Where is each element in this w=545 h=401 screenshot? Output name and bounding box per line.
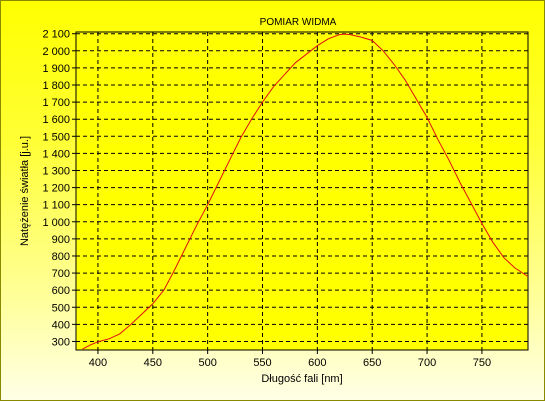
chart-title: POMIAR WIDMA (260, 17, 337, 28)
x-tick-label: 700 (418, 357, 436, 369)
x-tick-label: 650 (363, 357, 381, 369)
y-tick-label: 500 (52, 302, 70, 314)
x-axis-label: Długość fali [nm] (261, 373, 342, 385)
y-axis-label: Natężenie światła [j.u.] (19, 136, 31, 246)
x-tick-label: 550 (253, 357, 271, 369)
y-tick-label: 2 000 (42, 46, 70, 58)
y-tick-label: 1 000 (42, 217, 70, 229)
y-tick-label: 600 (52, 285, 70, 297)
y-tick-label: 1 600 (42, 114, 70, 126)
y-tick-label: 1 700 (42, 97, 70, 109)
y-tick-label: 1 400 (42, 148, 70, 160)
plot-area (75, 31, 529, 351)
x-tick-label: 750 (473, 357, 491, 369)
x-tick-label: 400 (89, 357, 107, 369)
y-tick-label: 1 200 (42, 183, 70, 195)
x-axis: 400 450 500 550 600 650 700 750 (89, 350, 491, 369)
spectrum-series-line (82, 33, 529, 350)
y-tick-label: 400 (52, 319, 70, 331)
y-tick-label: 1 500 (42, 131, 70, 143)
x-tick-label: 500 (198, 357, 216, 369)
y-axis: 300 400 500 600 700 800 900 1 000 1 100 1 200 1 30… (42, 29, 76, 348)
y-tick-label: 300 (52, 336, 70, 348)
x-tick-label: 600 (308, 357, 326, 369)
y-tick-label: 2 100 (42, 29, 70, 41)
y-tick-label: 1 100 (42, 200, 70, 212)
y-tick-label: 1 300 (42, 165, 70, 177)
y-tick-label: 700 (52, 268, 70, 280)
y-tick-label: 1 900 (42, 63, 70, 75)
y-tick-label: 1 800 (42, 80, 70, 92)
x-tick-label: 450 (144, 357, 162, 369)
gridlines (76, 32, 528, 350)
y-tick-label: 900 (52, 234, 70, 246)
y-tick-label: 800 (52, 251, 70, 263)
